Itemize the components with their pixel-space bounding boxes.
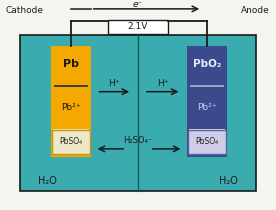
Bar	[52, 130, 90, 154]
Text: H₂O: H₂O	[38, 176, 57, 186]
Text: Pb²⁺: Pb²⁺	[197, 103, 217, 112]
Text: Cathode: Cathode	[6, 6, 44, 15]
Text: H₂SO₄⁻: H₂SO₄⁻	[123, 136, 153, 146]
Text: e⁻: e⁻	[133, 0, 143, 9]
Bar	[51, 46, 91, 157]
Text: PbO₂: PbO₂	[193, 59, 221, 69]
Text: Pb²⁺: Pb²⁺	[61, 103, 81, 112]
Text: Anode: Anode	[241, 6, 270, 15]
Bar	[189, 129, 225, 155]
Text: H⁺: H⁺	[157, 79, 168, 88]
Bar	[53, 129, 89, 155]
Text: H⁺: H⁺	[108, 79, 120, 88]
Bar	[108, 20, 168, 34]
Text: PbSO₄: PbSO₄	[59, 138, 83, 146]
Bar	[20, 35, 256, 191]
Text: PbSO₄: PbSO₄	[195, 138, 219, 146]
Bar	[187, 46, 227, 157]
Bar	[188, 130, 226, 154]
Text: 2.1V: 2.1V	[128, 22, 148, 31]
Text: H₂O: H₂O	[219, 176, 238, 186]
Text: Pb: Pb	[63, 59, 79, 69]
